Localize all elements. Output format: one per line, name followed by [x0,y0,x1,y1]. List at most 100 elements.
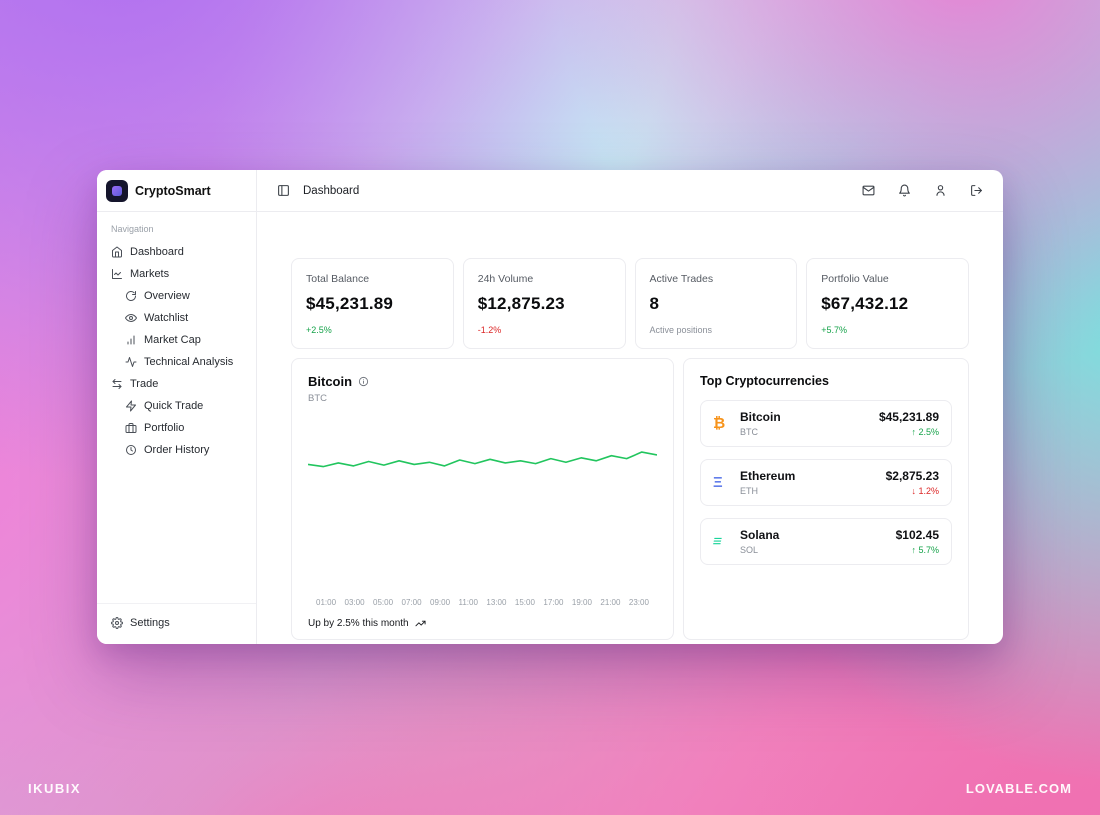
watermark-brand: IKUBIX [28,781,82,796]
sidebar-item-label: Settings [130,617,170,629]
sidebar-item-settings[interactable]: Settings [105,612,248,634]
sidebar-item-label: Trade [130,378,159,390]
user-icon [936,185,945,196]
sidebar-item-label: Watchlist [144,312,189,324]
home-icon [112,246,122,258]
sidebar-item-watchlist[interactable]: Watchlist [119,307,248,329]
line-chart-icon [112,269,122,279]
x-tick-label: 01:00 [316,598,337,607]
sidebar-item-portfolio[interactable]: Portfolio [119,417,248,439]
stat-change: -1.2% [477,325,502,335]
notifications-button[interactable] [898,184,911,197]
bar-chart-icon [127,335,135,345]
crypto-change: ↑ 5.7% [911,545,939,555]
watermark-lovable: LOVABLE.COM [965,781,1072,796]
dashboard-content: Total Balance $45,231.89 +2.5% 24h Volum… [257,212,1003,644]
top-cryptos-title: Top Cryptocurrencies [700,374,829,388]
sidebar-item-label: Technical Analysis [144,356,234,368]
app-logo-icon [106,179,128,202]
crypto-row-ethereum[interactable]: Ξ Ethereum ETH $2,875.23 ↓ 1.2% [700,459,952,506]
mail-icon [862,185,875,196]
arrow-down-icon: ↓ [911,486,916,496]
sidebar-item-overview[interactable]: Overview [119,285,248,307]
crypto-symbol: BTC [740,427,758,437]
sidebar-header: CryptoSmart [97,170,256,212]
info-icon[interactable] [358,376,369,387]
profile-button[interactable] [934,184,947,197]
arrows-left-right-icon [112,379,122,389]
app-name: CryptoSmart [135,183,211,198]
zap-icon [126,400,136,412]
crypto-price: $2,875.23 [885,469,939,483]
sidebar-item-label: Order History [144,444,210,456]
sidebar-item-label: Portfolio [144,422,185,434]
crypto-change: ↑ 2.5% [911,427,939,437]
bitcoin-icon: ₿ [713,415,726,432]
x-tick-label: 23:00 [628,598,649,607]
bitcoin-chart-card: Bitcoin BTC 01:00 03:00 05:00 07:00 09:00 11:… [291,358,674,640]
stat-label: Portfolio Value [821,273,889,285]
app-window: CryptoSmart Navigation Dashboard Markets… [97,170,1003,644]
chart-footer: Up by 2.5% this month [308,618,657,629]
sidebar-item-label: Markets [130,268,170,280]
sidebar-item-markets[interactable]: Markets [105,263,248,285]
stat-change: +2.5% [306,325,332,335]
ethereum-icon: Ξ [713,474,723,491]
x-tick-label: 15:00 [514,598,535,607]
sidebar-item-market-cap[interactable]: Market Cap [119,329,248,351]
stat-label: Active Trades [649,273,714,285]
x-tick-label: 09:00 [430,598,451,607]
sidebar: CryptoSmart Navigation Dashboard Markets… [97,170,257,644]
topbar: Dashboard [257,170,1003,212]
sidebar-toggle-button[interactable] [277,184,290,197]
logout-button[interactable] [970,184,983,197]
messages-button[interactable] [862,184,875,197]
briefcase-icon [125,423,137,433]
crypto-row-solana[interactable]: ≡ Solana SOL $102.45 ↑ 5.7% [700,518,952,565]
stats-row: Total Balance $45,231.89 +2.5% 24h Volum… [291,258,969,349]
crypto-name: Solana [740,528,780,542]
top-cryptocurrencies-card: Top Cryptocurrencies ₿ Bitcoin BTC $45,2… [683,358,969,640]
sidebar-item-trade[interactable]: Trade [105,373,248,395]
x-tick-label: 05:00 [373,598,394,607]
sidebar-footer: Settings [97,603,256,644]
sidebar-item-order-history[interactable]: Order History [119,439,248,461]
stat-value: $12,875.23 [477,294,565,313]
sidebar-item-label: Market Cap [144,334,201,346]
sidebar-item-label: Overview [144,290,190,302]
arrow-up-icon: ↑ [911,427,916,437]
sidebar-item-dashboard[interactable]: Dashboard [105,241,248,263]
stat-card-24h-volume: 24h Volume $12,875.23 -1.2% [462,258,626,349]
logout-icon [971,185,982,196]
topbar-actions [862,184,983,197]
chart-title-row: Bitcoin [308,374,657,389]
arrow-up-icon: ↑ [911,545,916,555]
x-tick-label: 21:00 [600,598,621,607]
sidebar-item-quick-trade[interactable]: Quick Trade [119,395,248,417]
x-tick-label: 17:00 [543,598,564,607]
crypto-price: $45,231.89 [878,410,939,424]
x-tick-label: 07:00 [401,598,422,607]
charts-row: Bitcoin BTC 01:00 03:00 05:00 07:00 09:00 11:… [291,358,969,640]
crypto-row-bitcoin[interactable]: ₿ Bitcoin BTC $45,231.89 ↑ 2.5% [700,400,952,447]
eye-icon [125,314,137,322]
stat-change: Active positions [649,325,713,335]
chart-title: Bitcoin [308,374,353,389]
refresh-icon [126,291,136,301]
crypto-name: Bitcoin [740,410,781,424]
crypto-symbol: SOL [740,545,759,555]
sidebar-item-technical-analysis[interactable]: Technical Analysis [119,351,248,373]
crypto-name: Ethereum [740,469,796,483]
stat-value: 8 [649,294,660,313]
main-area: Dashboard [257,170,1003,644]
gear-icon [111,617,123,629]
stat-card-total-balance: Total Balance $45,231.89 +2.5% [291,258,454,349]
stat-card-active-trades: Active Trades 8 Active positions [634,258,798,349]
stat-label: Total Balance [306,273,370,285]
stat-value: $67,432.12 [821,294,909,313]
chart-footer-note: Up by 2.5% this month [308,618,409,629]
solana-icon: ≡ [711,533,724,550]
chart-plot-area [308,412,657,594]
stat-change: +5.7% [821,325,848,335]
